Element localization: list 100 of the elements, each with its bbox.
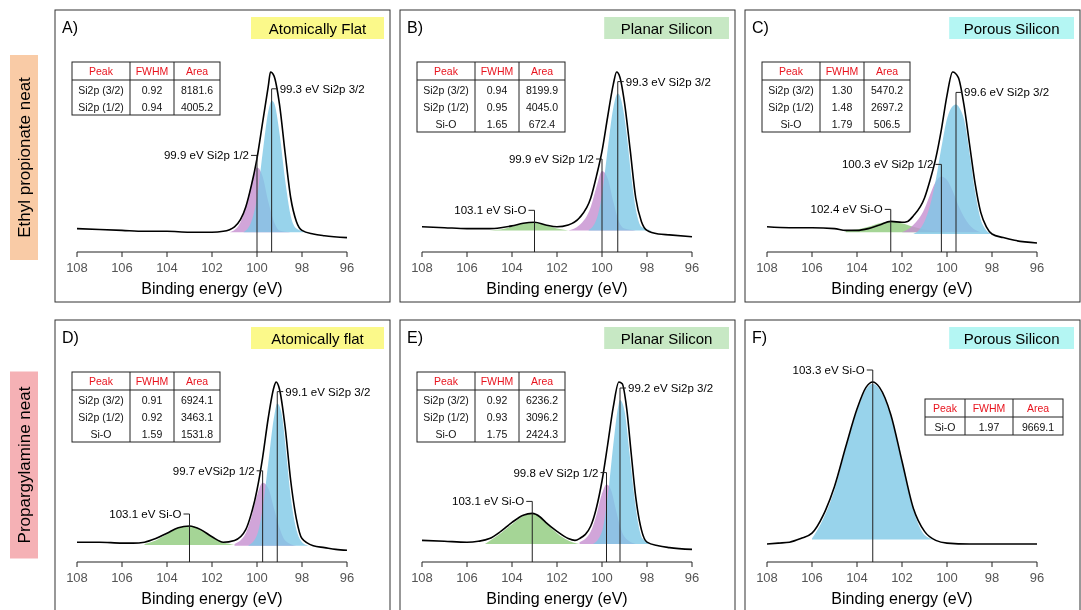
- annotation: Si-O: [90, 428, 112, 440]
- annotation: 99.9 eV Si2p 1/2: [508, 153, 594, 165]
- annotation: 672.4: [528, 118, 556, 130]
- x-tick-label: 104: [156, 260, 178, 275]
- annotation: 0.95: [486, 101, 508, 113]
- annotation: FWHM: [825, 65, 859, 77]
- x-tick-label: 98: [639, 260, 655, 275]
- annotation: 3463.1: [180, 411, 214, 423]
- chart-subtitle: Atomically flat: [271, 330, 365, 347]
- chart-subtitle: Planar Silicon: [620, 20, 713, 37]
- annotation: Si-O: [934, 421, 956, 433]
- x-tick-label: 104: [846, 260, 868, 275]
- x-tick-label: 104: [846, 570, 868, 585]
- chart-title: F): [752, 329, 768, 346]
- x-tick-label: 100: [936, 260, 958, 275]
- annotation: 103.1 eV Si-O: [454, 204, 527, 217]
- annotation: Si-O: [435, 118, 457, 130]
- annotation: Area: [1026, 402, 1050, 414]
- x-axis-title: Binding energy (eV): [486, 280, 628, 297]
- annotation: 0.92: [141, 411, 163, 423]
- annotation: 102.4 eV Si-O: [810, 203, 883, 216]
- annotation: 1.65: [486, 118, 508, 130]
- x-tick-label: 106: [801, 570, 823, 585]
- chart-subtitle: Porous Silicon: [963, 20, 1060, 37]
- annotation: 1.75: [486, 428, 508, 440]
- annotation: 3096.2: [525, 411, 559, 423]
- x-tick-label: 96: [684, 260, 700, 275]
- annotation: Area: [530, 65, 554, 77]
- annotation: Area: [530, 375, 554, 387]
- annotation: Si-O: [435, 428, 457, 440]
- x-tick-label: 108: [411, 260, 433, 275]
- x-tick-label: 106: [456, 570, 478, 585]
- x-tick-label: 100: [591, 260, 613, 275]
- x-tick-label: 106: [456, 260, 478, 275]
- annotation: Peak: [89, 65, 114, 77]
- annotation: 6924.1: [180, 394, 214, 406]
- x-tick-label: 102: [201, 570, 223, 585]
- annotation: Si2p (1/2): [768, 101, 814, 113]
- x-tick-label: 96: [1029, 260, 1045, 275]
- x-tick-label: 100: [936, 570, 958, 585]
- annotation: FWHM: [135, 375, 169, 387]
- annotation: Si2p (3/2): [423, 394, 469, 406]
- x-tick-label: 98: [294, 260, 310, 275]
- chart-title: E): [407, 329, 423, 346]
- x-tick-label: 100: [591, 570, 613, 585]
- x-tick-label: 102: [546, 570, 568, 585]
- annotation: 5470.2: [870, 84, 904, 96]
- x-tick-label: 106: [111, 260, 133, 275]
- annotation: Peak: [933, 402, 958, 414]
- annotation: 103.1 eV Si-O: [109, 508, 182, 520]
- annotation: 0.93: [486, 411, 508, 423]
- chart-title: D): [62, 329, 79, 346]
- annotation: Si2p (1/2): [78, 101, 124, 113]
- x-tick-label: 100: [246, 260, 268, 275]
- x-tick-label: 96: [339, 260, 355, 275]
- x-tick-label: 108: [756, 570, 778, 585]
- annotation: 1.30: [831, 84, 853, 96]
- annotation: FWHM: [480, 65, 514, 77]
- x-tick-label: 104: [156, 570, 178, 585]
- annotation: 0.92: [486, 394, 508, 406]
- annotation: 1.48: [831, 101, 853, 113]
- annotation: FWHM: [480, 375, 514, 387]
- annotation: 2697.2: [870, 101, 904, 113]
- annotation: Si2p (3/2): [768, 84, 814, 96]
- annotation: Si2p (1/2): [423, 101, 469, 113]
- annotation: Si2p (1/2): [423, 411, 469, 423]
- annotation: 2424.3: [525, 428, 559, 440]
- annotation: 0.94: [486, 84, 508, 96]
- annotation: 0.94: [141, 101, 163, 113]
- annotation: 99.2 eV Si2p 3/2: [628, 382, 714, 394]
- annotation: 99.1 eV Si2p 3/2: [285, 385, 371, 398]
- annotation: 99.6 eV Si2p 3/2: [964, 86, 1050, 99]
- chart-title: C): [752, 19, 769, 36]
- annotation: 6236.2: [525, 394, 559, 406]
- chart-title: A): [62, 19, 78, 36]
- x-tick-label: 98: [294, 570, 310, 585]
- x-tick-label: 100: [246, 570, 268, 585]
- annotation: 0.91: [141, 394, 163, 406]
- annotation: 99.7 eVSi2p 1/2: [172, 464, 255, 477]
- annotation: Area: [185, 65, 209, 77]
- x-tick-label: 108: [66, 260, 88, 275]
- x-tick-label: 108: [411, 570, 433, 585]
- x-tick-label: 96: [684, 570, 700, 585]
- x-axis-title: Binding energy (eV): [141, 280, 283, 297]
- x-tick-label: 102: [546, 260, 568, 275]
- x-tick-label: 102: [891, 260, 913, 275]
- annotation: 99.8 eV Si2p 1/2: [513, 466, 599, 479]
- text: Ethyl propionate neat: [14, 76, 34, 238]
- annotation: FWHM: [135, 65, 169, 77]
- annotation: Si2p (3/2): [423, 84, 469, 96]
- annotation: 99.3 eV Si2p 3/2: [625, 75, 711, 88]
- chart-subtitle: Planar Silicon: [620, 330, 713, 347]
- annotation: 8199.9: [525, 84, 559, 96]
- annotation: 9669.1: [1021, 421, 1055, 433]
- x-axis-title: Binding energy (eV): [486, 590, 628, 607]
- annotation: Si2p (3/2): [78, 394, 124, 406]
- x-tick-label: 96: [1029, 570, 1045, 585]
- x-tick-label: 98: [639, 570, 655, 585]
- x-tick-label: 104: [501, 570, 523, 585]
- x-tick-label: 106: [801, 260, 823, 275]
